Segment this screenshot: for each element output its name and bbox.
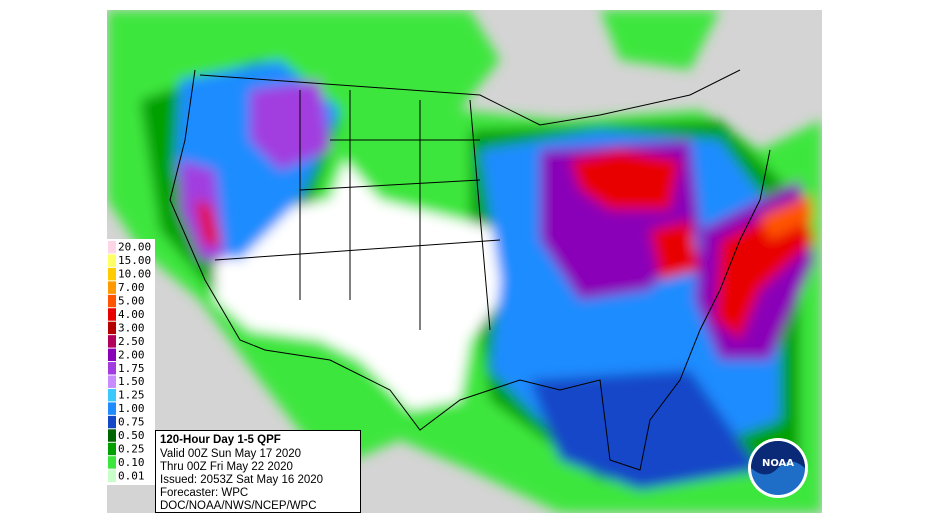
legend-swatch: [108, 442, 116, 456]
legend-swatch: [108, 388, 116, 402]
legend-swatch: [108, 335, 116, 348]
info-line: Valid 00Z Sun May 17 2020: [160, 448, 301, 460]
legend-swatch: [108, 362, 116, 375]
legend-label: 1.75: [118, 362, 145, 375]
legend-swatch: [108, 348, 116, 362]
legend-label: 0.01: [118, 469, 145, 482]
legend-swatch: [108, 308, 116, 321]
info-line: Issued: 2053Z Sat May 16 2020: [160, 474, 323, 486]
info-line: Thru 00Z Fri May 22 2020: [160, 461, 293, 473]
legend-label: 4.00: [118, 308, 145, 321]
legend-label: 0.10: [118, 456, 145, 469]
legend-label: 7.00: [118, 281, 145, 294]
info-title: 120-Hour Day 1-5 QPF: [160, 434, 281, 446]
legend-label: 15.00: [118, 254, 151, 267]
legend-swatch: [108, 241, 116, 254]
info-line: Forecaster: WPC: [160, 487, 248, 499]
info-line: DOC/NOAA/NWS/NCEP/WPC: [160, 500, 317, 512]
legend-label: 2.50: [118, 335, 145, 348]
legend-label: 0.75: [118, 416, 145, 429]
legend-label: 1.50: [118, 375, 145, 388]
legend-swatch: [108, 402, 116, 415]
map-field: [107, 10, 822, 513]
legend-label: 0.50: [118, 429, 145, 442]
legend-label: 20.00: [118, 241, 151, 254]
legend-label: 1.25: [118, 389, 145, 402]
legend: 20.0015.0010.007.005.004.003.002.502.001…: [107, 239, 155, 485]
legend-swatch: [108, 254, 116, 267]
legend-label: 0.25: [118, 442, 145, 455]
legend-swatch: [108, 294, 116, 308]
legend-swatch: [108, 375, 116, 388]
legend-swatch: [108, 429, 116, 442]
legend-swatch: [108, 267, 116, 281]
legend-label: 1.00: [118, 402, 145, 415]
legend-swatch: [108, 281, 116, 294]
noaa-logo: NOAA: [748, 438, 808, 498]
boundaries: [169, 69, 771, 471]
legend-swatch: [108, 321, 116, 335]
legend-label: 3.00: [118, 321, 145, 334]
info-panel: [155, 430, 361, 513]
legend-swatch: [108, 469, 116, 483]
logo-text: NOAA: [762, 458, 794, 469]
legend-swatch: [108, 415, 116, 429]
legend-label: 2.00: [118, 348, 145, 361]
legend-label: 5.00: [118, 295, 145, 308]
legend-swatch: [108, 456, 116, 469]
info-box: 120-Hour Day 1-5 QPF Valid 00Z Sun May 1…: [155, 430, 361, 513]
legend-label: 10.00: [118, 268, 151, 281]
